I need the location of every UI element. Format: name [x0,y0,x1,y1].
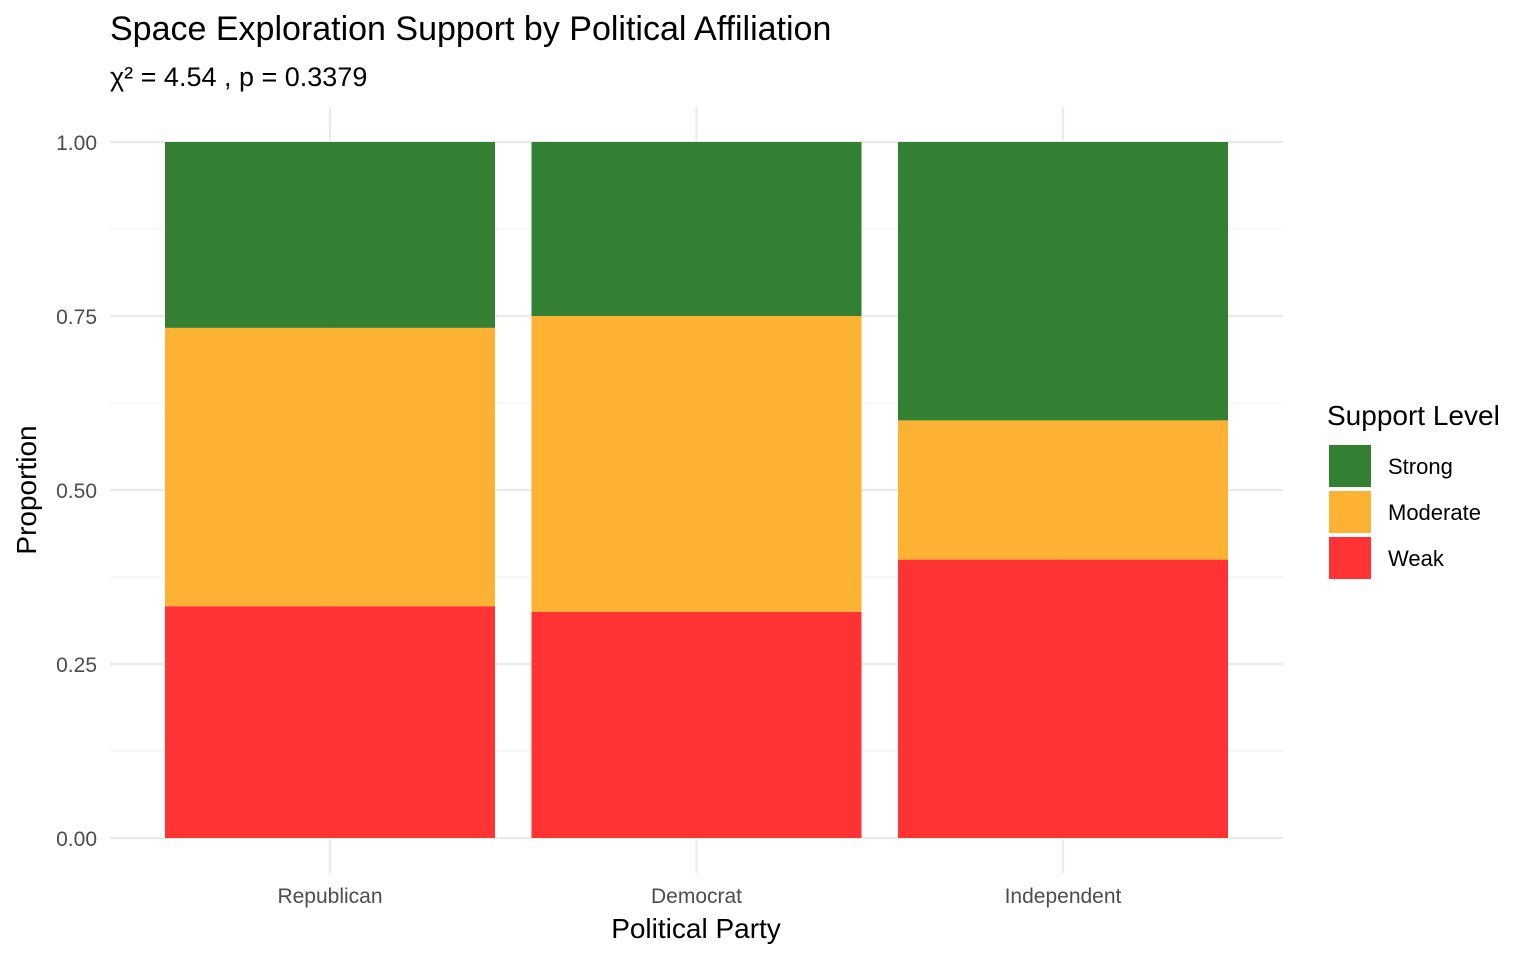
legend-label-strong: Strong [1388,454,1453,479]
axes: 0.00 0.25 0.50 0.75 1.00 Republican Democrat In… [56,132,1121,908]
y-tick-label: 0.75 [56,306,97,329]
legend: Support Level Strong Moderate Weak [1327,400,1500,579]
y-tick-label: 1.00 [56,132,97,155]
x-axis-label: Political Party [611,913,781,944]
bar-strong-republican [165,142,495,328]
bar-moderate-independent [898,420,1228,560]
bar-moderate-republican [165,327,495,607]
legend-swatch-strong [1329,445,1371,487]
bars [165,142,1228,838]
y-axis-label: Proportion [11,425,42,554]
legend-label-weak: Weak [1388,546,1445,571]
bar-moderate-democrat [531,316,862,612]
chart-subtitle: χ² = 4.54 , p = 0.3379 [110,62,367,92]
x-tick-label: Democrat [651,885,742,908]
bar-strong-democrat [531,142,862,316]
legend-label-moderate: Moderate [1388,500,1481,525]
chart-title: Space Exploration Support by Political A… [110,10,831,48]
x-tick-label: Republican [277,885,382,908]
legend-swatch-weak [1329,537,1371,579]
legend-swatch-moderate [1329,491,1371,533]
x-tick-label: Independent [1005,885,1122,908]
y-tick-label: 0.50 [56,480,97,503]
bar-weak-independent [898,559,1228,838]
y-tick-label: 0.25 [56,654,97,677]
bar-weak-democrat [531,611,862,838]
bar-weak-republican [165,606,495,838]
y-tick-label: 0.00 [56,828,97,851]
bar-strong-independent [898,142,1228,421]
legend-title: Support Level [1327,400,1500,431]
